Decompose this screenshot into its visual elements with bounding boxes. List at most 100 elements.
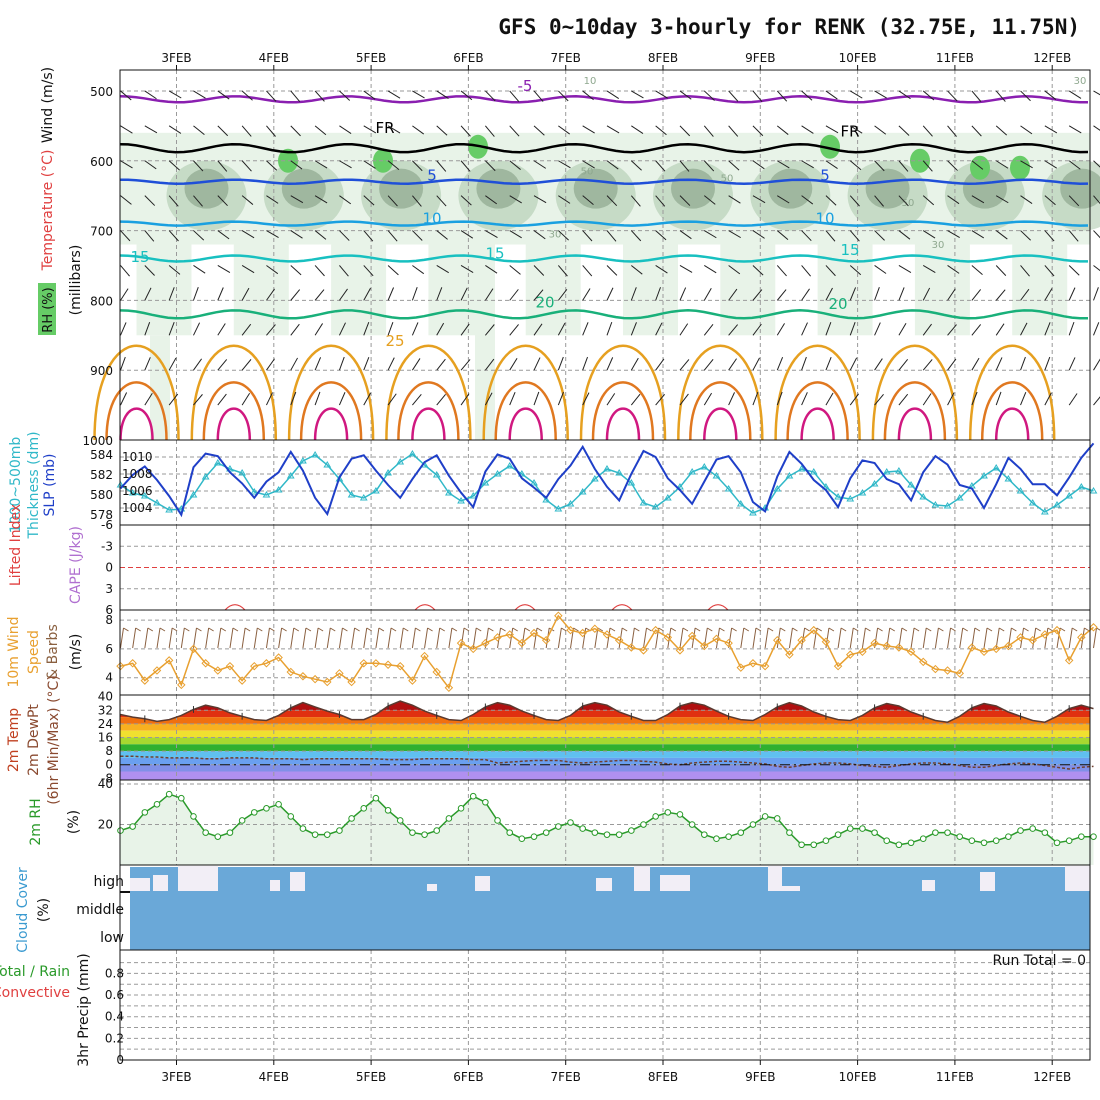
wind-barb	[1020, 160, 1033, 169]
wind-barb	[387, 195, 398, 207]
wind10-point	[1028, 636, 1037, 645]
wind-barb	[874, 322, 881, 336]
wind-barb	[533, 265, 545, 276]
wind-barb	[825, 265, 836, 277]
wind-barb	[1020, 356, 1026, 371]
contour-label: 20	[535, 293, 554, 311]
rh2m-point	[518, 835, 526, 842]
wind-barb	[363, 230, 374, 242]
wind-barb	[1044, 90, 1057, 100]
wind-barb	[460, 125, 471, 137]
wind-barb	[1068, 125, 1082, 134]
contour-label: 10	[584, 76, 597, 87]
thickness-point	[955, 494, 964, 501]
wind10-point	[408, 676, 417, 685]
wind-barb	[849, 265, 862, 276]
rh2m-point	[202, 829, 209, 836]
wind10-barb-flag	[707, 627, 713, 632]
wind10-barb-flag	[1035, 627, 1041, 632]
thickness-tick: 578	[90, 508, 113, 522]
rh2m-point	[348, 815, 355, 822]
thickness-point	[213, 459, 222, 466]
wind-barb	[509, 230, 522, 239]
wind10-barb	[472, 627, 477, 649]
wind-barb	[849, 90, 863, 99]
wind10-barb-flag	[232, 627, 239, 632]
wind10-barb	[314, 627, 319, 649]
wind-barb	[825, 90, 838, 100]
wind10-tick: 4	[105, 671, 113, 685]
wind-barb	[947, 90, 958, 102]
wind-barb	[266, 90, 277, 102]
wind-barb	[485, 160, 496, 172]
li-bump	[414, 604, 436, 611]
panel-frame	[119, 609, 1091, 696]
contour-label: 20	[828, 295, 847, 313]
thickness-point	[262, 491, 271, 498]
rh2m-point	[1017, 827, 1024, 834]
wind-barb	[1020, 391, 1027, 406]
wind-barb	[314, 230, 327, 240]
thickness-point	[517, 470, 526, 477]
wind-barb	[947, 324, 957, 336]
wind10-barb	[241, 627, 246, 649]
wind10-point	[225, 661, 235, 671]
cloud-gap	[475, 876, 490, 891]
wind-barb	[1020, 90, 1031, 102]
wind10-barb-flag	[390, 627, 397, 632]
rh2m-point	[141, 809, 149, 816]
wind-barb	[606, 160, 619, 170]
wind10-point	[833, 661, 843, 671]
wind10-barb-flag	[840, 627, 847, 632]
wind-barb	[314, 160, 328, 169]
wind10-barb	[290, 627, 295, 649]
wind-barb	[168, 357, 177, 371]
wind-barb	[1068, 321, 1075, 336]
wind-barb	[1020, 125, 1033, 135]
wind10-barb-flag	[524, 627, 531, 632]
wind-barb	[679, 265, 693, 273]
wind10-barb	[460, 627, 465, 649]
wind10-barb-flag	[925, 627, 932, 632]
wind10-barb	[886, 627, 891, 649]
wind-barb	[606, 230, 617, 242]
wind-barb	[144, 321, 151, 336]
wind10-barb-flag	[415, 627, 421, 632]
wind10-barb	[278, 627, 283, 649]
wind-barb	[533, 323, 543, 336]
wind-barb	[995, 323, 1005, 336]
wind10-point	[663, 633, 673, 642]
wind10-barb	[1093, 627, 1097, 649]
rh2m-point	[445, 815, 453, 822]
wind-barb	[1044, 195, 1056, 206]
wind10-barb	[180, 627, 185, 649]
wind-barb	[290, 357, 298, 371]
pressure-ylabel-3: SLP (mb)	[42, 453, 58, 516]
wind-barb	[1093, 396, 1100, 406]
wind-barb	[144, 90, 157, 100]
wind10-barb-flag	[536, 627, 543, 632]
wind-barb	[290, 289, 301, 301]
contour-label: 10	[815, 210, 834, 228]
wind-barb	[557, 265, 568, 277]
wind-barb	[217, 359, 228, 371]
wind10-point	[724, 638, 733, 648]
wind-barb	[509, 265, 521, 275]
wind-barb	[947, 358, 957, 371]
wind-barb	[266, 195, 279, 204]
contour-label: 50	[581, 167, 594, 178]
wind-barb	[995, 160, 1009, 169]
wind10-point	[262, 659, 271, 668]
stability-ylabel-li: Lifted Index	[8, 504, 24, 586]
wind-barb	[266, 358, 275, 371]
wind-barb	[120, 160, 133, 169]
wind-barb	[995, 125, 1008, 136]
thickness-point	[688, 468, 697, 475]
wind10-barb	[679, 627, 684, 649]
li-tick: 3	[105, 582, 113, 596]
wind-barb	[363, 195, 375, 206]
wind-barb	[728, 160, 740, 171]
rh2m-point	[615, 831, 623, 838]
wind-barb	[728, 125, 739, 137]
contour-freezing	[119, 142, 1089, 154]
